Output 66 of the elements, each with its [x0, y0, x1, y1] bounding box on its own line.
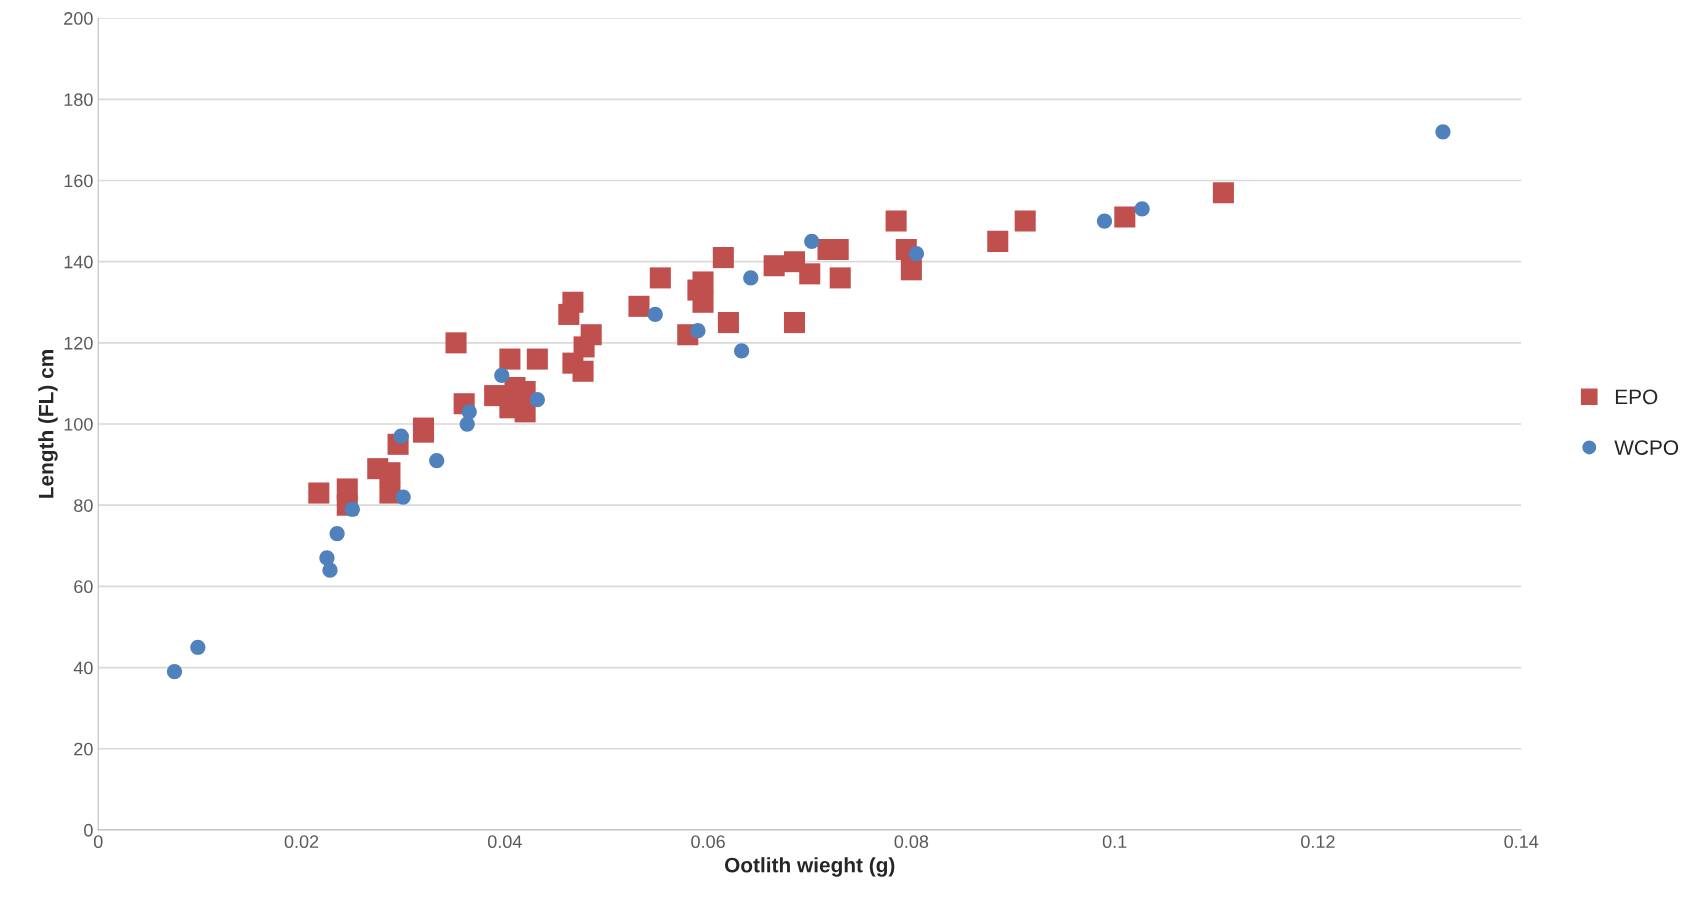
point	[1435, 124, 1451, 140]
point	[712, 247, 734, 269]
y-tick-label: 120	[64, 336, 93, 350]
y-tick-label: 100	[64, 417, 93, 431]
point	[395, 489, 411, 505]
point	[692, 291, 714, 313]
x-tick-label: 0.12	[1301, 835, 1335, 849]
x-axis-title: Ootlith wieght (g)	[724, 857, 895, 877]
point	[379, 462, 401, 484]
point	[1134, 201, 1150, 217]
point	[526, 348, 548, 370]
y-tick-label: 20	[74, 742, 93, 756]
point	[717, 312, 739, 334]
y-tick-label: 80	[74, 499, 93, 512]
point	[649, 267, 671, 289]
point	[572, 360, 594, 382]
point	[499, 348, 521, 370]
point	[692, 271, 714, 293]
point	[1096, 213, 1113, 229]
point	[734, 343, 750, 359]
point	[690, 323, 706, 339]
point	[1014, 210, 1036, 232]
point	[166, 664, 183, 680]
legend-label: EPO	[1615, 389, 1658, 405]
point	[908, 245, 925, 262]
y-tick-label: 40	[73, 661, 93, 675]
point	[319, 550, 335, 566]
point	[529, 392, 545, 408]
y-tick-label: 200	[64, 12, 93, 25]
point	[308, 482, 330, 504]
point	[562, 291, 584, 313]
point	[900, 259, 922, 281]
point	[1212, 182, 1234, 204]
point	[514, 401, 536, 423]
point	[804, 233, 820, 249]
y-tick-label: 60	[74, 580, 93, 594]
point	[885, 210, 907, 232]
point	[628, 295, 650, 317]
y-tick-label: 140	[64, 255, 93, 269]
point	[1114, 206, 1136, 228]
point	[743, 270, 759, 286]
y-tick-label: 0	[84, 823, 93, 837]
point	[322, 562, 338, 578]
x-tick-label: 0.1	[1102, 835, 1127, 849]
x-tick-label: 0.14	[1504, 835, 1539, 849]
point	[987, 230, 1009, 252]
legend-label: WCPO	[1614, 440, 1679, 455]
x-tick-label: 0.06	[691, 835, 725, 849]
point	[829, 267, 851, 289]
point	[647, 306, 663, 323]
x-tick-label: 0	[93, 835, 103, 849]
point	[799, 263, 821, 285]
point	[494, 367, 510, 383]
point	[190, 639, 206, 655]
point	[763, 255, 785, 277]
x-tick-label: 0.04	[487, 835, 522, 849]
x-tick-label: 0.02	[284, 835, 319, 849]
point	[580, 324, 602, 346]
x-tick-label: 0.08	[894, 835, 929, 849]
point	[429, 452, 445, 469]
y-axis-title: Length (FL) cm	[38, 350, 58, 498]
y-tick-label: 180	[64, 93, 93, 107]
point	[445, 332, 467, 354]
point	[329, 526, 345, 542]
point	[783, 312, 806, 334]
y-tick-label: 160	[64, 174, 93, 188]
